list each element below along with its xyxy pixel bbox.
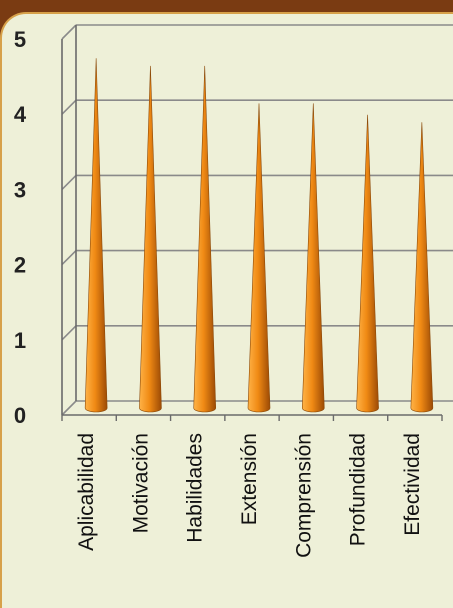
bar-aplicabilidad [84, 58, 108, 413]
y-tick-label: 3 [14, 177, 26, 202]
gridline-depth [61, 400, 77, 416]
bar-comprensión [301, 103, 325, 413]
x-tick-labels: Aplicabilidad Motivación Habilidades Extens… [75, 433, 424, 558]
gridline-depth [61, 174, 77, 190]
y-tick-labels: 0 1 2 3 4 5 [14, 27, 27, 428]
gridline-depth [61, 24, 77, 40]
bar-efectividad [410, 122, 434, 413]
x-tick-label: Comprensión [292, 433, 315, 558]
bar-motivación [139, 65, 162, 413]
gridline-depth [61, 250, 77, 266]
bar-profundidad [356, 114, 379, 413]
gridline-depth [61, 99, 77, 115]
x-tick-label: Efectividad [401, 433, 424, 536]
gridline-depth [61, 325, 77, 341]
axes [61, 25, 443, 421]
bar-extensión [247, 103, 271, 413]
x-tick-label: Motivación [129, 433, 152, 533]
bar-habilidades [193, 65, 217, 413]
bars [84, 58, 434, 413]
y-tick-label: 2 [14, 253, 26, 278]
y-tick-label: 1 [14, 328, 26, 353]
y-tick-label: 5 [14, 27, 26, 52]
x-tick-label: Extensión [238, 433, 261, 525]
x-tick-label: Aplicabilidad [75, 433, 98, 551]
x-tick-label: Profundidad [347, 433, 370, 546]
y-tick-label: 4 [14, 102, 27, 127]
x-tick-label: Habilidades [184, 433, 207, 543]
y-tick-label: 0 [14, 403, 26, 428]
